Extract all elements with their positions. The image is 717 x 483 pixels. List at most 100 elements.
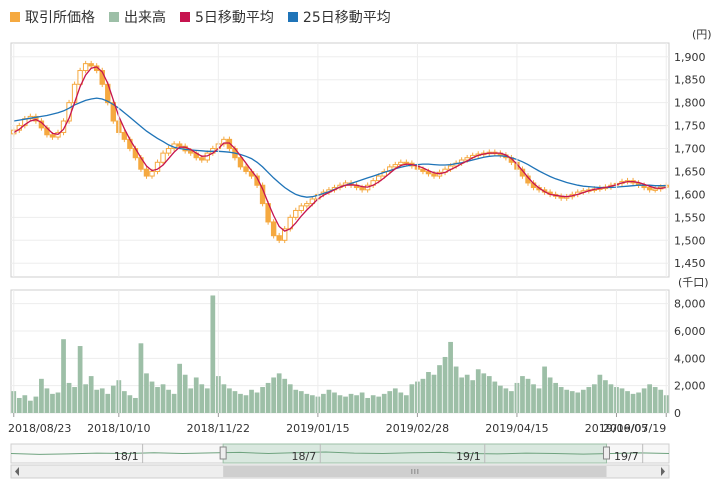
- volume-bar: [497, 385, 503, 413]
- candle: [121, 131, 128, 140]
- volume-bar: [475, 369, 481, 413]
- volume-bar: [210, 295, 216, 413]
- volume-bar: [481, 373, 487, 413]
- volume-bar: [177, 363, 183, 413]
- volume-bar: [354, 395, 359, 413]
- volume-bar: [188, 388, 194, 413]
- volume-bar: [144, 373, 149, 413]
- price-tick-label: 1,750: [674, 120, 706, 133]
- volume-bar: [525, 378, 531, 413]
- price-swatch-icon: [10, 12, 20, 22]
- volume-bar: [94, 389, 100, 413]
- volume-bar: [370, 395, 376, 413]
- ma5-swatch-icon: [180, 12, 190, 22]
- volume-tick-label: 4,000: [674, 352, 706, 365]
- volume-bar: [193, 377, 199, 413]
- legend-item-price[interactable]: 取引所価格: [10, 7, 95, 27]
- candle: [60, 120, 67, 133]
- candle: [282, 228, 288, 241]
- price-tick-label: 1,550: [674, 211, 706, 224]
- legend-item-ma5[interactable]: 5日移動平均: [180, 7, 274, 27]
- x-tick-label: 2019/02/28: [386, 422, 449, 435]
- volume-bar: [647, 384, 653, 413]
- navigator-right-handle[interactable]: [602, 446, 610, 460]
- volume-bar: [348, 393, 354, 413]
- volume-bar: [652, 387, 658, 413]
- volume-bar: [298, 391, 304, 413]
- price-plot-area: [10, 42, 670, 278]
- volume-bar: [403, 395, 409, 413]
- volume-bar: [658, 389, 664, 413]
- volume-bar: [83, 384, 89, 413]
- volume-bar: [420, 378, 426, 413]
- candle: [165, 148, 172, 154]
- x-axis: 2018/08/23 2018/10/10 2018/11/22 2019/01/15…: [8, 43, 667, 435]
- price-unit-label: (円): [692, 28, 712, 41]
- candle: [237, 157, 244, 168]
- volume-bar: [133, 397, 138, 413]
- volume-bar: [332, 392, 337, 413]
- volume-bar: [33, 396, 39, 413]
- candle: [270, 221, 277, 237]
- candle: [652, 188, 658, 191]
- price-tick-label: 1,900: [674, 51, 706, 64]
- navigator-label: 19/7: [614, 450, 639, 463]
- price-tick-label: 1,650: [674, 165, 706, 178]
- volume-bar: [492, 381, 498, 413]
- volume-bar: [376, 396, 382, 413]
- volume-bar: [503, 388, 509, 413]
- volume-bar: [166, 389, 171, 413]
- candle: [392, 164, 398, 168]
- volume-bar: [531, 384, 536, 413]
- legend-item-ma25[interactable]: 25日移動平均: [287, 7, 391, 27]
- volume-bar: [309, 395, 315, 413]
- candle: [88, 63, 94, 67]
- candle: [420, 168, 426, 172]
- volume-bar: [182, 374, 188, 413]
- navigator[interactable]: 18/1 18/7 19/1 19/7: [10, 443, 670, 479]
- volume-tick-label: 6,000: [674, 325, 706, 338]
- candle: [226, 138, 233, 150]
- candle: [304, 203, 310, 207]
- candle: [309, 198, 316, 205]
- price-tick-label: 1,850: [674, 74, 706, 87]
- volume-bar: [249, 389, 254, 413]
- volume-bar: [553, 382, 559, 413]
- volume-bar: [464, 374, 470, 413]
- price-tick-label: 1,600: [674, 188, 706, 201]
- candle: [376, 175, 382, 182]
- volume-bar: [27, 400, 33, 413]
- candle: [49, 134, 56, 138]
- volume-bar: [238, 393, 243, 413]
- volume-bar: [520, 376, 525, 413]
- volume-bar: [442, 356, 448, 413]
- scroll-left-icon[interactable]: [15, 467, 19, 476]
- x-tick-label: 2018/11/22: [187, 422, 250, 435]
- volume-panel: 0 2,000 4,000 6,000 8,000 (千口): [10, 276, 709, 420]
- volume-bar: [575, 392, 581, 413]
- volume-bar: [470, 380, 476, 413]
- candle: [425, 170, 432, 175]
- legend-item-volume[interactable]: 出来高: [109, 7, 166, 27]
- volume-bar: [453, 366, 459, 413]
- volume-bar: [359, 392, 365, 413]
- x-tick-label: 2018/10/10: [87, 422, 150, 435]
- volume-bar: [110, 385, 116, 413]
- ma25-swatch-icon: [287, 12, 298, 22]
- volume-bar: [459, 377, 465, 413]
- scroll-right-icon[interactable]: [661, 467, 665, 476]
- volume-bar: [72, 387, 77, 413]
- volume-bar: [569, 391, 575, 413]
- legend-label-volume: 出来高: [124, 10, 166, 26]
- navigator-left-handle[interactable]: [219, 446, 227, 460]
- volume-bar: [160, 384, 166, 413]
- volume-bar: [287, 384, 293, 413]
- volume-bar: [271, 377, 277, 413]
- volume-bar: [398, 392, 404, 413]
- volume-bar: [547, 377, 553, 413]
- volume-bar: [426, 372, 431, 413]
- candle: [398, 161, 404, 166]
- candle: [276, 235, 282, 241]
